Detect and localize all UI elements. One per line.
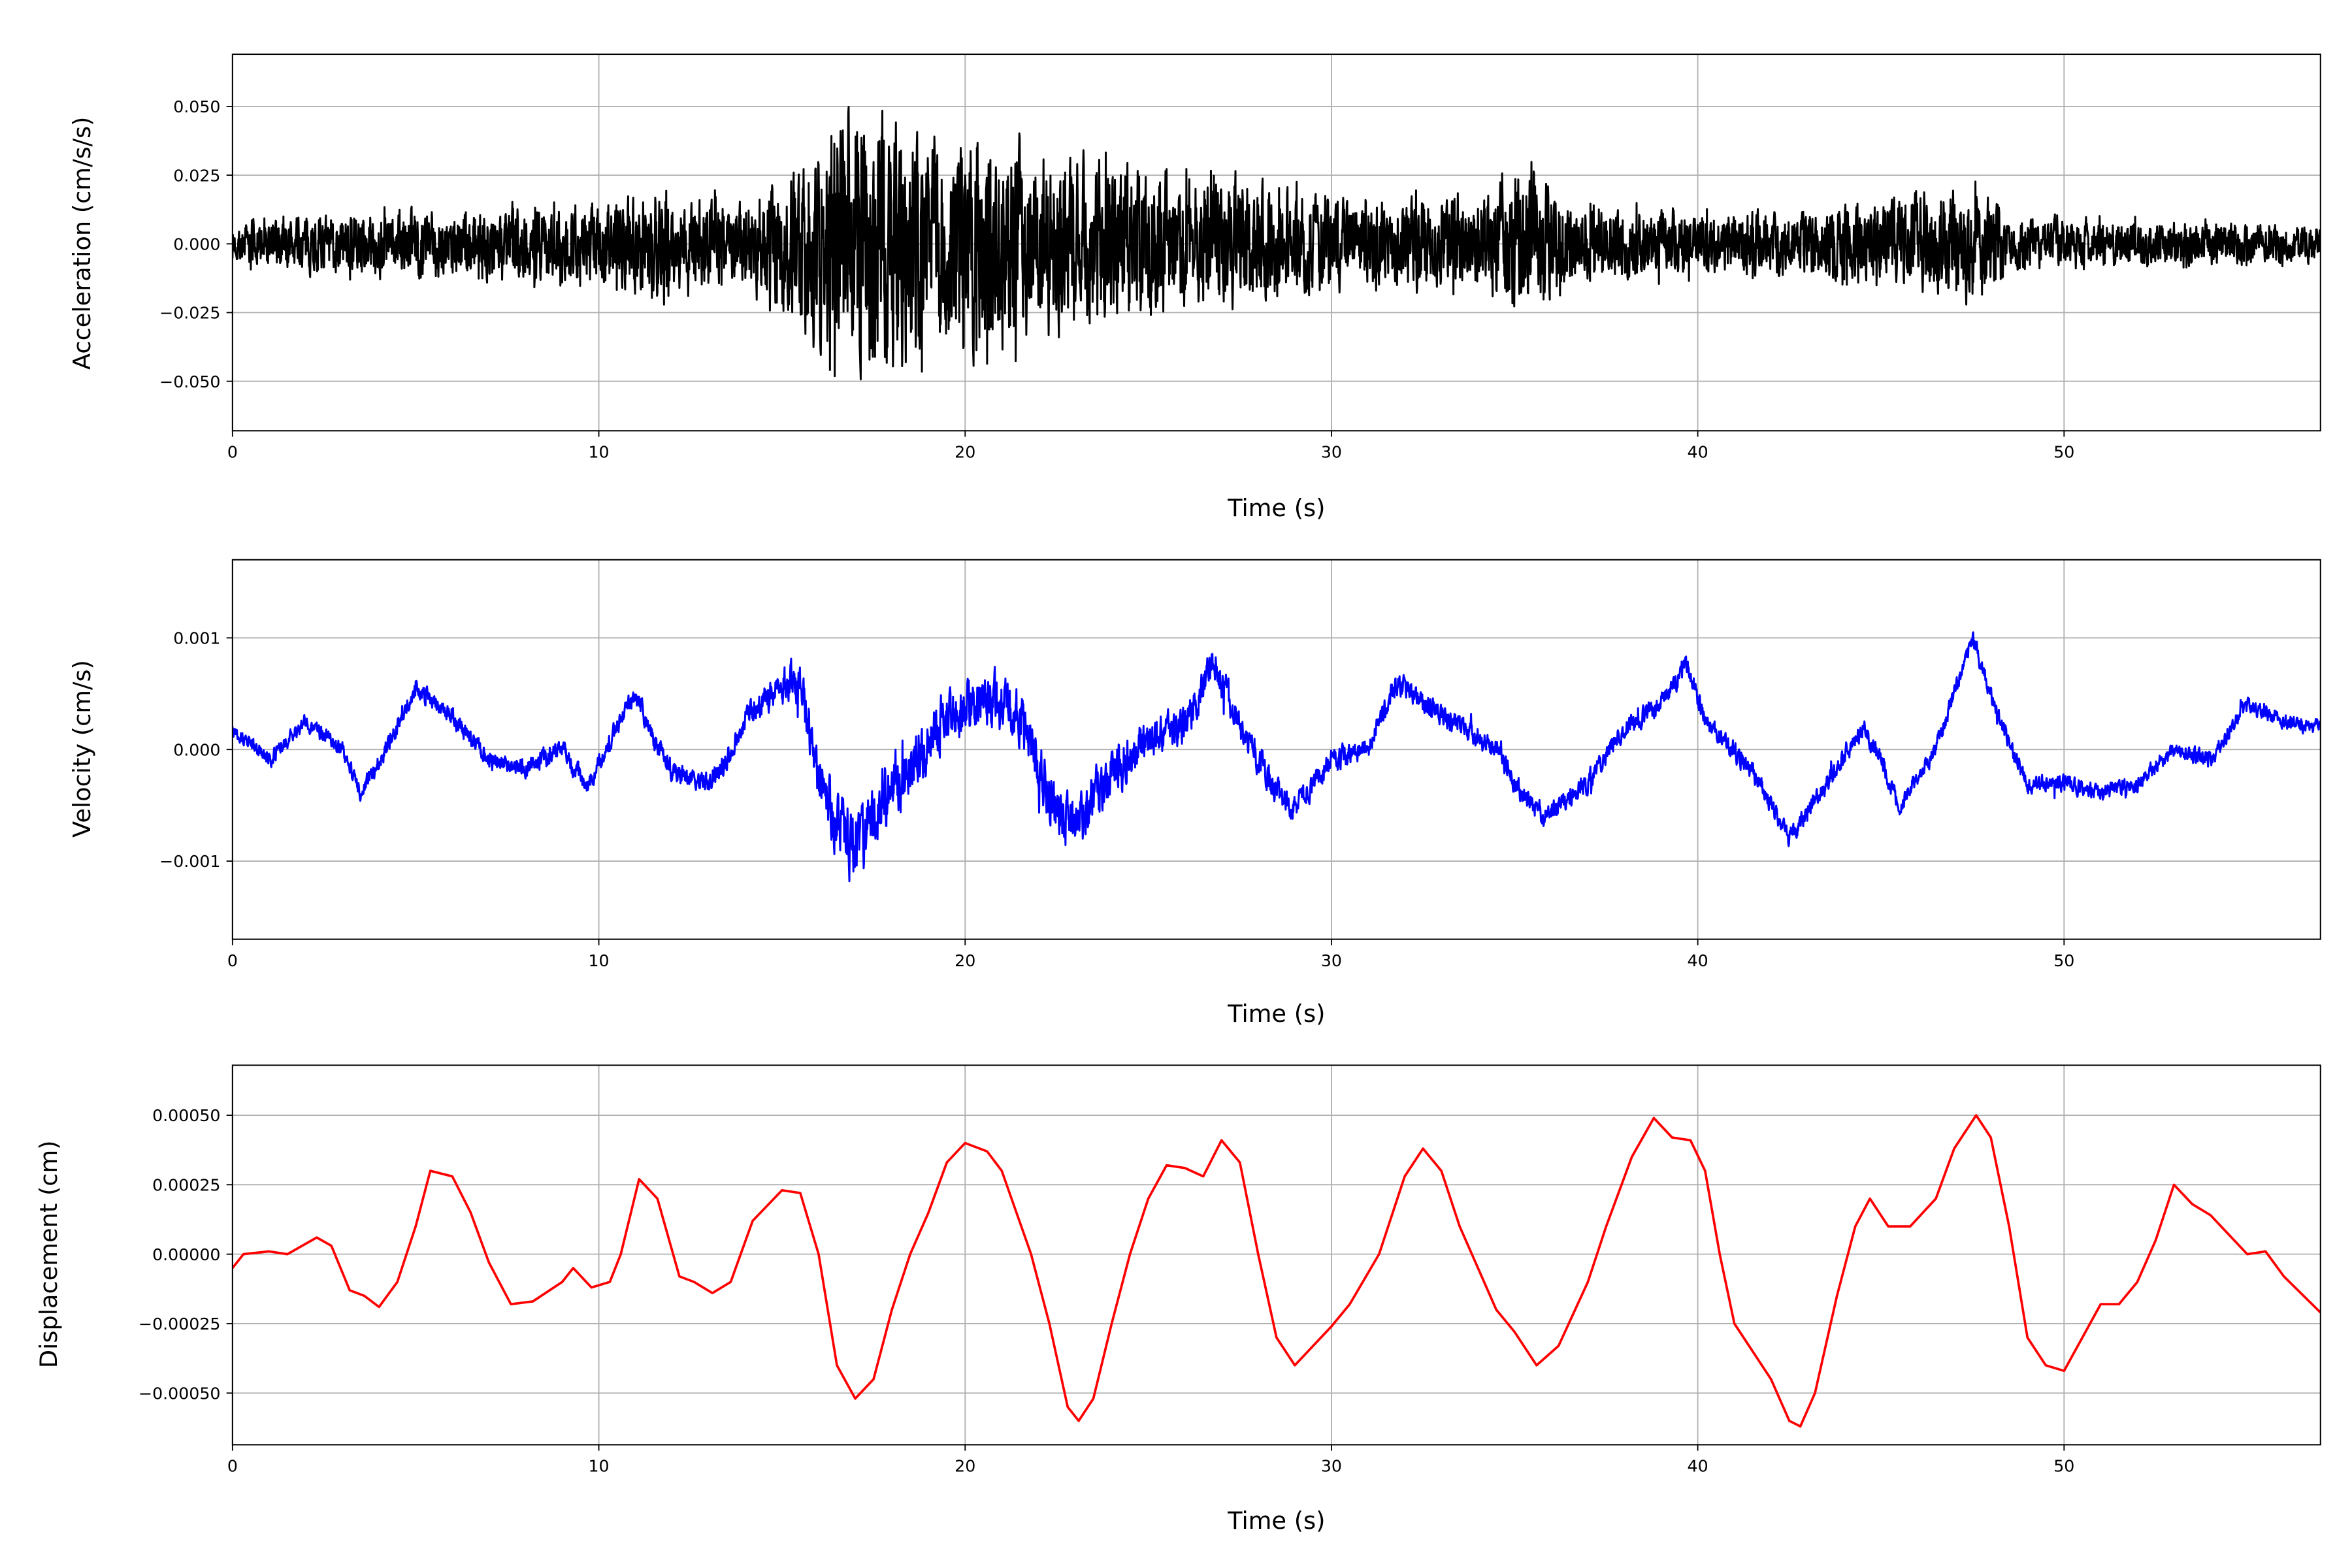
velocity-line [232, 631, 2321, 883]
y-tick-label: 0.00025 [152, 1176, 220, 1195]
displacement-subplot: Displacement (cm) Time (s) 0 10 20 30 40 50 −0… [35, 1064, 2321, 1535]
y-axis-label: Displacement (cm) [35, 1140, 63, 1368]
y-tick-label: 0.000 [173, 740, 220, 759]
y-tick-label: 0.00050 [152, 1106, 220, 1125]
x-tick-label: 10 [588, 443, 609, 462]
x-tick-label: 10 [588, 1457, 609, 1476]
x-tick-label: 20 [955, 1457, 975, 1476]
y-tick-label: −0.050 [159, 372, 220, 391]
y-tick-label: −0.00050 [139, 1384, 221, 1403]
x-tick-label: 20 [955, 951, 975, 970]
x-tick-label: 30 [1321, 443, 1342, 462]
x-tick-label: 30 [1321, 951, 1342, 970]
x-tick-label: 50 [2053, 951, 2074, 970]
x-tick-label: 50 [2053, 443, 2074, 462]
y-tick-label: −0.025 [159, 304, 220, 323]
x-axis-label: Time (s) [1227, 494, 1325, 522]
x-tick-label: 0 [227, 443, 238, 462]
y-axis-label: Acceleration (cm/s/s) [68, 117, 96, 370]
x-tick-label: 10 [588, 951, 609, 970]
x-tick-label: 0 [227, 1457, 238, 1476]
x-tick-label: 50 [2053, 1457, 2074, 1476]
x-axis-label: Time (s) [1227, 1507, 1325, 1535]
y-tick-label: −0.00025 [139, 1315, 221, 1333]
y-tick-label: 0.000 [173, 235, 220, 253]
acceleration-line [232, 105, 2321, 381]
axes-frame [231, 54, 2321, 432]
x-tick-label: 40 [1688, 443, 1708, 462]
x-tick-label: 40 [1688, 1457, 1708, 1476]
velocity-subplot: Velocity (cm/s) Time (s) 0 10 20 30 40 50 −0.0… [68, 559, 2321, 1028]
y-axis-label: Velocity (cm/s) [68, 660, 96, 838]
displacement-line [232, 1114, 2321, 1428]
x-tick-label: 40 [1688, 951, 1708, 970]
y-tick-label: 0.025 [173, 166, 220, 185]
y-tick-label: 0.001 [173, 629, 220, 648]
y-tick-label: 0.00000 [152, 1245, 220, 1264]
y-tick-label: −0.001 [159, 852, 220, 871]
acceleration-subplot: Acceleration (cm/s/s) Time (s) 0 10 20 30 40… [68, 54, 2321, 522]
x-tick-label: 20 [955, 443, 975, 462]
y-tick-label: 0.050 [173, 97, 220, 116]
axes-frame [231, 1064, 2321, 1446]
x-tick-label: 0 [227, 951, 238, 970]
x-tick-label: 30 [1321, 1457, 1342, 1476]
x-axis-label: Time (s) [1227, 1000, 1325, 1028]
